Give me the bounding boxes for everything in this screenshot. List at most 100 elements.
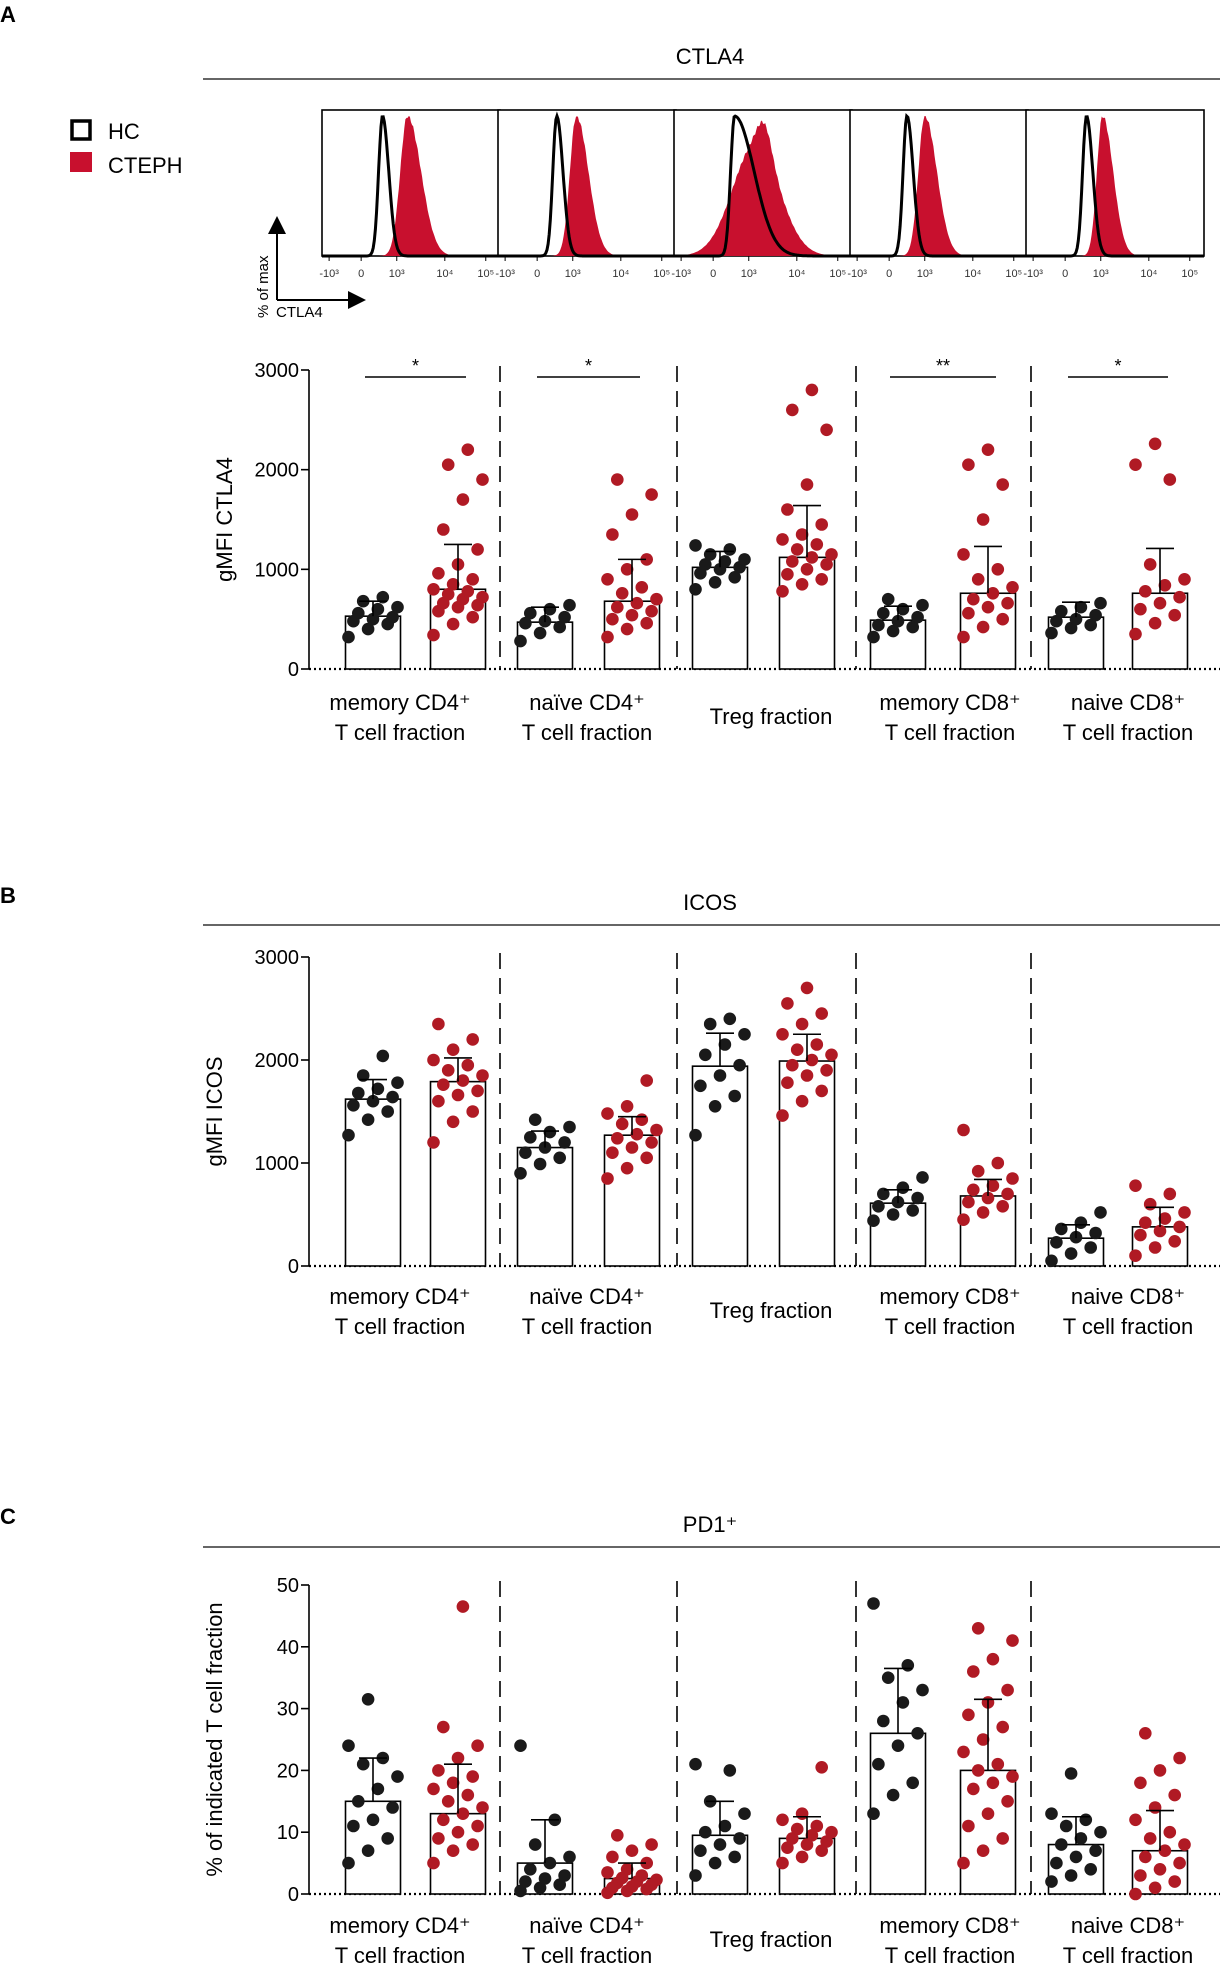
hc-data-point [1055,604,1068,618]
hc-data-point [514,1167,527,1180]
hc-data-point [1045,1807,1058,1820]
hc-data-point [906,1776,919,1790]
cteph-data-point [432,567,445,580]
hc-data-point [896,1181,910,1194]
hc-data-point [881,592,895,606]
histogram-tick-label: 10³ [741,268,757,280]
hc-data-point [738,1807,751,1820]
hc-data-point [738,1028,751,1041]
cteph-data-point [1001,1683,1014,1697]
cteph-data-point [1143,558,1157,571]
cteph-data-point [991,1757,1005,1771]
cteph-data-point [810,538,824,551]
cteph-data-point [466,573,480,586]
category-label: T cell fraction [522,1943,652,1965]
hc-data-point [877,1187,890,1201]
hc-data-point [723,1012,737,1026]
panel-a-title: CTLA4 [676,44,744,69]
hc-data-point [1069,612,1083,626]
cteph-data-point [1163,473,1177,486]
histogram-axis-key: % of max CTLA4 [255,216,366,321]
hc-data-point [911,610,924,624]
cteph-data-point [446,1043,460,1056]
hc-data-point [538,1872,552,1885]
hc-data-point [386,610,399,624]
cteph-data-point [795,528,809,541]
hc-data-point [877,606,890,620]
hc-data-point [1050,1856,1063,1870]
cteph-data-point [1148,1881,1162,1895]
cteph-data-point [1139,1850,1152,1864]
histogram-tick-label: 10³ [389,268,405,280]
cteph-data-point [996,1720,1009,1734]
cteph-data-point [432,1094,445,1108]
y-tick-label: 0 [288,1884,299,1906]
hc-bar [344,1098,402,1267]
hc-data-point [381,1105,395,1118]
cteph-data-point [776,1028,789,1041]
hc-data-point [386,1801,399,1814]
hc-data-point [528,1838,542,1851]
hc-data-point [911,1727,924,1740]
cteph-data-point [601,1172,614,1185]
category-label: T cell fraction [1063,1314,1193,1339]
cteph-data-point [976,1206,990,1219]
cteph-data-point [1163,1187,1177,1201]
cteph-data-point [645,1136,658,1149]
category-label: T cell fraction [1063,720,1193,745]
hc-histogram-line [674,114,852,258]
hc-data-point [689,539,702,552]
histogram-tick-label: 10⁵ [653,268,670,280]
histogram-3: -10³ 0 10³ 10⁴ 10⁵ [671,109,853,280]
histogram-tick-label: 10⁵ [829,268,846,280]
hc-data-point [361,1844,375,1857]
cteph-data-point [620,1161,634,1175]
cteph-data-point [441,588,455,601]
hc-data-point [1055,1222,1068,1236]
hc-data-point [524,1863,537,1876]
cteph-data-point [1129,1813,1142,1827]
cteph-data-point [1001,1795,1014,1808]
cteph-data-point [825,548,838,561]
cteph-data-point [790,543,804,556]
hist-y-label: % of max [255,255,272,318]
cteph-data-point [601,630,614,644]
cteph-data-point [456,1074,470,1087]
panel-c-title: PD1⁺ [683,1512,737,1537]
cteph-data-point [437,523,450,536]
hc-data-point [886,624,900,638]
y-axis-title: % of indicated T cell fraction [202,1602,227,1876]
cteph-data-point [1168,608,1181,622]
hc-data-point [689,1757,702,1771]
cteph-data-point [451,1751,465,1765]
cteph-data-point [820,423,833,437]
hc-data-point [543,1856,557,1870]
cteph-data-point [957,1856,970,1870]
hc-data-point [694,1844,707,1857]
hist-y-arrow-head [268,216,286,234]
hc-data-point [361,1693,375,1706]
hc-data-point [366,612,380,626]
hc-data-point [366,1813,380,1827]
category-label: naive CD8⁺ [1071,1913,1185,1938]
hc-data-point [906,620,919,634]
cteph-data-point [986,1776,1000,1790]
hc-data-point [886,1208,900,1221]
cteph-data-point [606,1146,619,1159]
hc-data-point [558,610,571,624]
cteph-data-point [825,1048,838,1062]
cteph-data-point [446,1776,460,1790]
hc-data-point [524,606,537,620]
cteph-data-point [601,1866,614,1879]
hc-data-point [703,548,717,561]
cteph-data-point [1168,1875,1181,1888]
cteph-data-point [962,1708,975,1722]
hc-data-point [689,1869,702,1882]
histogram-tick-label: 10⁴ [436,268,453,280]
significance-marker: * [412,356,419,376]
hc-data-point [896,1696,910,1709]
hc-data-point [371,602,385,616]
hc-data-point [708,576,722,589]
cteph-data-point [1153,596,1167,610]
cteph-data-point [996,478,1009,491]
